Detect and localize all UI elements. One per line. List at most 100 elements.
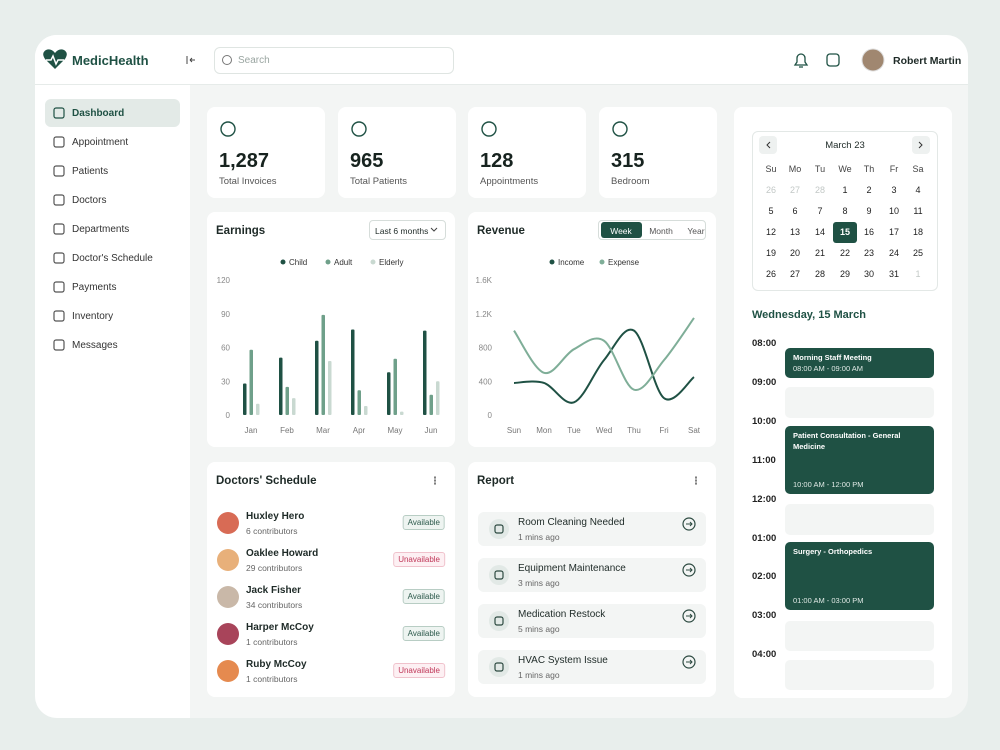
doctor-contributors: 6 contributors	[246, 526, 298, 536]
search-placeholder: Search	[238, 55, 270, 66]
doctor-contributors: 1 contributors	[246, 674, 298, 684]
status-badge: Available	[402, 589, 445, 604]
day[interactable]: 19	[765, 248, 777, 258]
time-slot	[785, 387, 934, 418]
day[interactable]: 12	[765, 227, 777, 237]
tab[interactable]: Week	[610, 226, 632, 236]
card	[207, 462, 455, 697]
nav-item[interactable]: Dashboard	[72, 108, 125, 119]
calendar-month: March 23	[825, 140, 865, 151]
report-item[interactable]	[478, 604, 706, 638]
day[interactable]: 6	[792, 206, 798, 216]
nav-item[interactable]: Payments	[72, 282, 117, 293]
day-selected	[833, 222, 857, 243]
day[interactable]: 30	[863, 269, 875, 279]
stat-value: 1,287	[219, 150, 270, 172]
nav-item[interactable]: Doctor's Schedule	[72, 253, 153, 264]
day[interactable]: 4	[915, 185, 921, 195]
card-title: Revenue	[477, 225, 525, 237]
day[interactable]: 20	[789, 248, 801, 258]
day[interactable]: 13	[789, 227, 801, 237]
tab[interactable]: Month	[649, 226, 673, 236]
day[interactable]: 15	[839, 227, 851, 237]
day[interactable]: 1	[915, 269, 921, 279]
nav-item[interactable]: Inventory	[72, 311, 114, 322]
status-badge: Available	[402, 515, 445, 530]
day[interactable]: 27	[789, 185, 801, 195]
report-item[interactable]	[478, 558, 706, 592]
time-label: 04:00	[752, 649, 777, 661]
time-slot	[785, 660, 934, 690]
nav-item[interactable]: Appointment	[72, 137, 129, 148]
sidebar	[35, 35, 190, 718]
day[interactable]: 10	[888, 206, 900, 216]
day[interactable]: 21	[814, 248, 826, 258]
day[interactable]: 27	[789, 269, 801, 279]
status-badge: Unavailable	[393, 552, 445, 567]
day[interactable]: 26	[765, 269, 777, 279]
time-label: 02:00	[752, 571, 777, 583]
day[interactable]: 2	[866, 185, 872, 195]
report-title: HVAC System Issue	[518, 655, 608, 666]
report-time: 3 mins ago	[518, 578, 560, 588]
event[interactable]	[785, 348, 934, 378]
stat-value: 315	[611, 150, 645, 172]
nav-item[interactable]: Patients	[72, 166, 109, 177]
calendar	[752, 131, 938, 291]
event[interactable]	[785, 426, 934, 494]
doctor-name: Jack Fisher	[246, 585, 302, 596]
day[interactable]: 31	[888, 269, 900, 279]
search-box[interactable]	[214, 47, 454, 74]
dropdown[interactable]	[369, 220, 446, 240]
report-item[interactable]	[478, 512, 706, 546]
time-label: 12:00	[752, 493, 777, 505]
doctor-name: Huxley Hero	[246, 511, 305, 522]
event-title: Patient Consultation - General Medicine	[793, 431, 901, 451]
report-item[interactable]	[478, 650, 706, 684]
day[interactable]: 18	[912, 227, 924, 237]
day[interactable]: 25	[912, 248, 924, 258]
day[interactable]: 16	[863, 227, 875, 237]
day[interactable]: 5	[768, 206, 774, 216]
nav-active	[45, 99, 180, 127]
day[interactable]: 8	[842, 206, 848, 216]
day[interactable]: 11	[913, 206, 923, 216]
header	[35, 35, 968, 85]
day[interactable]: 17	[888, 227, 900, 237]
report-title: Equipment Maintenance	[518, 563, 626, 574]
time-slot	[785, 621, 934, 651]
day[interactable]: 3	[891, 185, 897, 195]
day[interactable]: 14	[814, 227, 826, 237]
nav-item[interactable]: Doctors	[72, 195, 107, 206]
tab-active	[601, 222, 642, 238]
day[interactable]: 22	[839, 248, 851, 258]
tab-group	[598, 220, 706, 240]
weekday: Fr	[889, 164, 899, 174]
tab[interactable]: Year	[687, 226, 705, 236]
stat-label: Bedroom	[611, 176, 650, 187]
day[interactable]: 23	[863, 248, 875, 258]
nav-item[interactable]: Messages	[72, 340, 118, 351]
dropdown-label[interactable]: Last 6 months	[375, 226, 429, 236]
day[interactable]: 1	[842, 185, 848, 195]
day[interactable]: 26	[765, 185, 777, 195]
report-time: 5 mins ago	[518, 624, 560, 634]
nav-item[interactable]: Departments	[72, 224, 130, 235]
doctor-contributors: 1 contributors	[246, 637, 298, 647]
day[interactable]: 9	[866, 206, 872, 216]
day[interactable]: 28	[814, 269, 826, 279]
day[interactable]: 7	[817, 206, 823, 216]
cal-prev[interactable]	[759, 136, 777, 154]
weekday: Th	[863, 164, 875, 174]
report-time: 1 mins ago	[518, 532, 560, 542]
time-label: 10:00	[752, 415, 777, 427]
stat-label: Total Invoices	[219, 176, 277, 187]
time-label: 03:00	[752, 610, 777, 622]
day[interactable]: 24	[888, 248, 900, 258]
day[interactable]: 29	[839, 269, 851, 279]
event[interactable]	[785, 542, 934, 610]
day[interactable]: 28	[814, 185, 826, 195]
doctor-name: Oaklee Howard	[246, 548, 319, 559]
time-label: 09:00	[752, 376, 777, 388]
cal-next[interactable]	[912, 136, 930, 154]
